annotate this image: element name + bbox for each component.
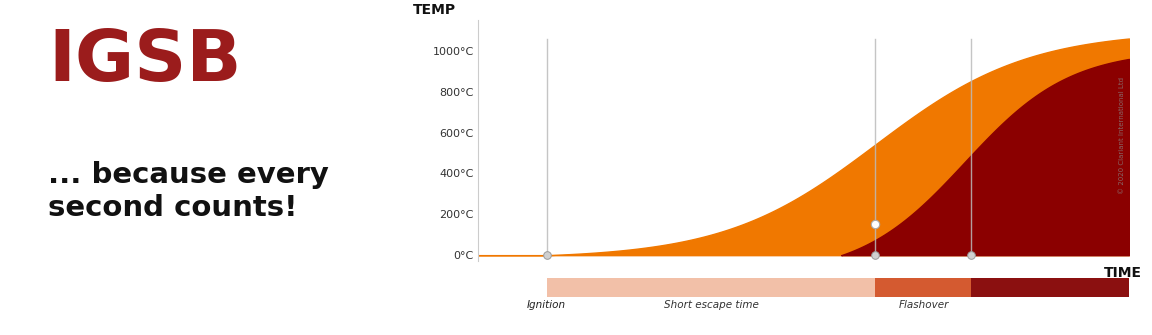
Text: TEMP: TEMP (412, 3, 456, 17)
Text: TIME: TIME (1104, 266, 1142, 280)
Bar (876, 278, 971, 296)
Bar (971, 278, 1129, 296)
Text: Ignition: Ignition (526, 299, 566, 310)
Bar (478, 278, 546, 296)
Text: Short escape time: Short escape time (664, 299, 758, 310)
Text: Flashover: Flashover (899, 299, 948, 310)
Text: IGSB: IGSB (48, 27, 242, 96)
Text: © 2020 Clariant International Ltd: © 2020 Clariant International Ltd (1120, 77, 1126, 194)
Text: Fire Penetration: Fire Penetration (1002, 299, 1098, 310)
Text: ... because every
second counts!: ... because every second counts! (48, 161, 329, 222)
Bar (546, 278, 876, 296)
